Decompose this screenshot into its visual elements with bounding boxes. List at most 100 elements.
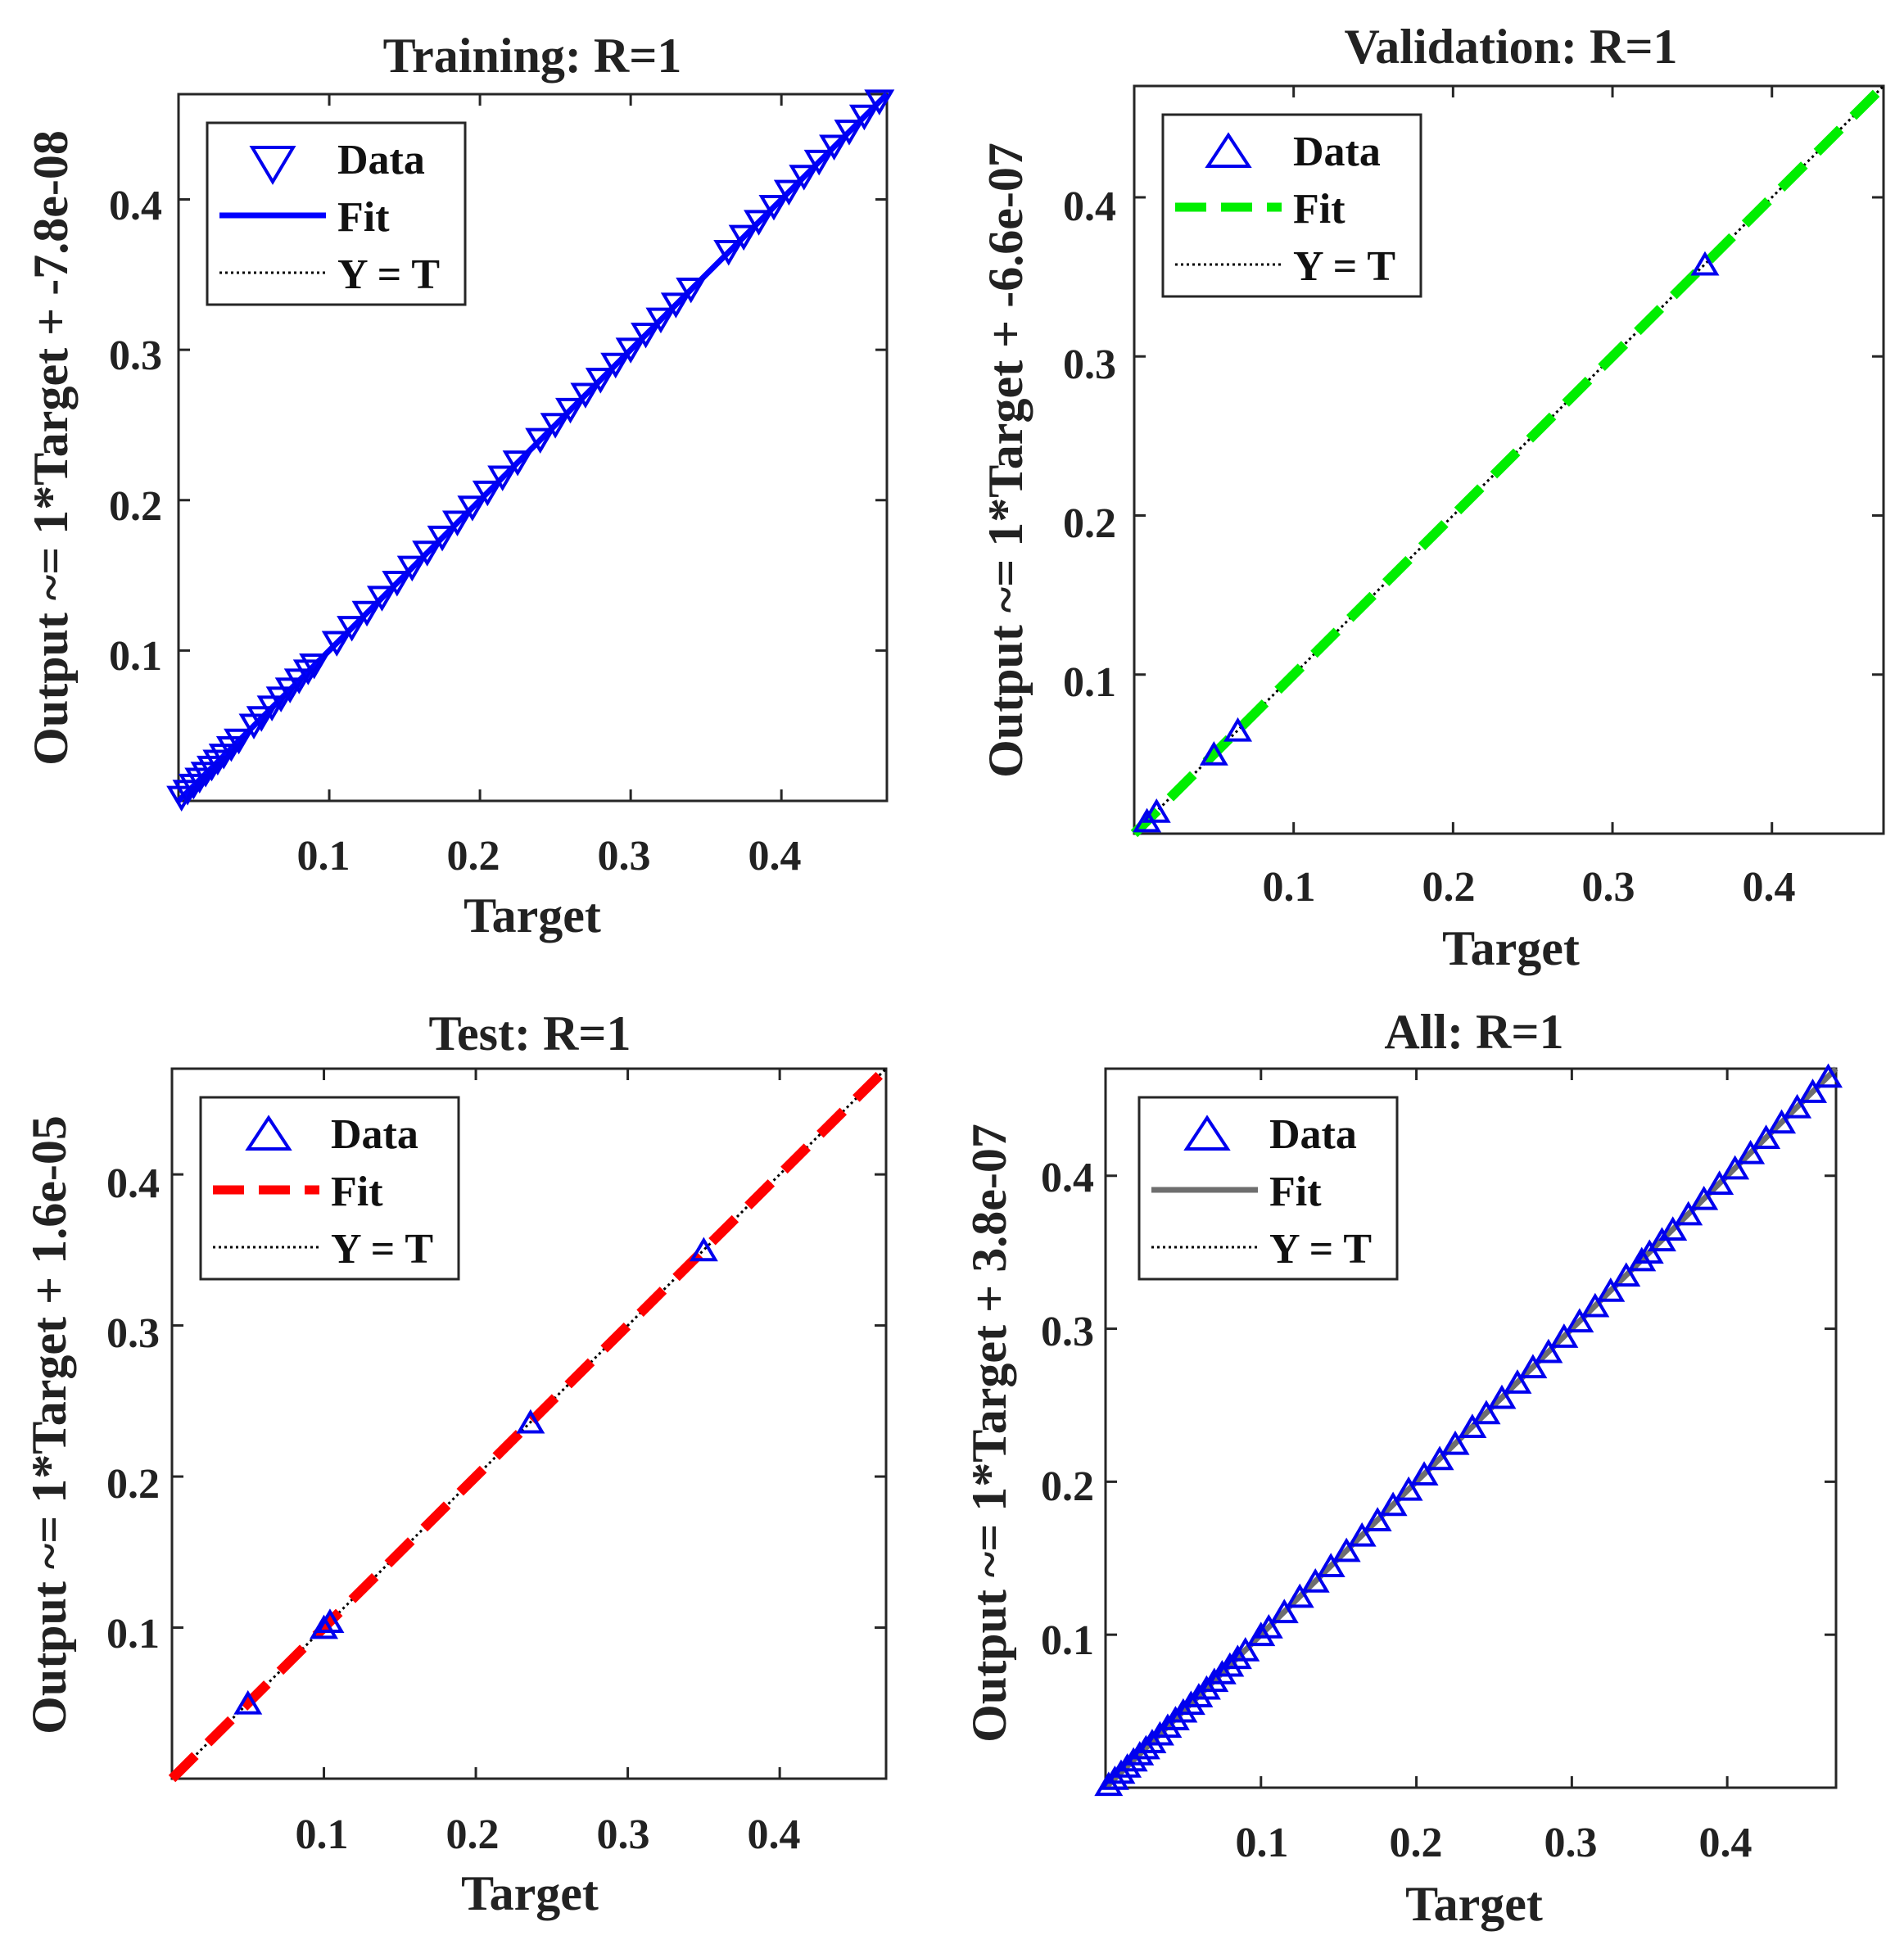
all-y-axis-label: Output ~= 1*Target + 3.8e-07 (962, 1124, 1016, 1743)
all-data-point (1160, 1706, 1190, 1730)
validation-legend-box (1161, 113, 1422, 298)
all-data-point (1394, 1476, 1423, 1501)
legend-data-marker-icon (1205, 132, 1252, 168)
training-data-point (337, 616, 368, 642)
training-data-point (412, 540, 443, 567)
test-y-tick-label: 0.3 (106, 1310, 160, 1357)
validation-marks (1130, 82, 1888, 838)
panel-training: Training: R=1 Target Output ~= 1*Target … (24, 29, 895, 943)
all-data-point (1767, 1109, 1797, 1134)
training-data-point (427, 525, 458, 552)
training-data-point (728, 224, 759, 251)
all-x-tick-label: 0.1 (1236, 1820, 1289, 1866)
training-x-tick-label: 0.3 (598, 833, 651, 880)
validation-y-tick-label: 0.2 (1063, 500, 1116, 547)
validation-legend: Data Fit Y = T (1161, 113, 1422, 298)
training-legend-identity-label: Y = T (337, 251, 440, 298)
training-data-point (773, 179, 804, 206)
test-y-tick-label: 0.4 (106, 1160, 160, 1207)
all-data-point (1192, 1675, 1221, 1700)
training-data-point (256, 695, 287, 721)
all-legend-identity-label: Y = T (1269, 1226, 1372, 1273)
all-data-point (1721, 1155, 1750, 1180)
validation-data-point (1199, 741, 1228, 766)
validation-y-axis-label: Output ~= 1*Target + -6.6e-07 (979, 142, 1033, 778)
validation-legend-data-label: Data (1293, 129, 1381, 175)
training-legend: Data Fit Y = T (206, 121, 467, 306)
all-data-point (1472, 1400, 1501, 1425)
training-data-point (366, 586, 397, 612)
test-x-tick-label: 0.4 (748, 1811, 801, 1858)
all-legend-fit-label: Fit (1269, 1169, 1322, 1215)
training-data-point (190, 762, 221, 788)
all-data-point (1378, 1491, 1408, 1517)
training-x-axis-label: Target (464, 889, 601, 943)
training-legend-fit-label: Fit (337, 194, 390, 241)
panel-test: Test: R=1 Target Output ~= 1*Target + 1.… (22, 1006, 890, 1920)
training-data-point (502, 450, 533, 477)
training-data-point (570, 382, 601, 409)
all-data-point (1581, 1292, 1610, 1318)
all-data-point (1363, 1507, 1392, 1531)
test-data-point (310, 1614, 339, 1639)
legend-data-marker-icon (249, 146, 296, 185)
training-data-point (525, 427, 556, 454)
training-data-point (555, 397, 586, 424)
all-data-point (1518, 1354, 1548, 1379)
training-legend-data-label: Data (337, 137, 425, 183)
training-data-point (744, 210, 775, 236)
validation-y-tick-label: 0.4 (1063, 183, 1116, 230)
all-data-point (1503, 1369, 1532, 1394)
all-data-point (1549, 1323, 1579, 1348)
training-data-point (600, 352, 631, 379)
training-data-point (789, 165, 820, 191)
training-data-point (299, 653, 330, 680)
legend-data-marker-icon (245, 1115, 292, 1151)
all-legend-data-label: Data (1269, 1111, 1357, 1158)
training-data-point (758, 194, 789, 221)
legend-data-marker-icon (1183, 1115, 1231, 1151)
test-y-tick-label: 0.1 (106, 1611, 160, 1657)
test-legend-fit-label: Fit (331, 1169, 383, 1215)
all-data-point (1347, 1522, 1377, 1547)
validation-y-tick-label: 0.3 (1063, 341, 1116, 388)
all-data-point (1736, 1139, 1766, 1164)
all-y-tick-label: 0.2 (1041, 1463, 1094, 1510)
training-data-point (803, 149, 834, 176)
training-y-tick-label: 0.1 (109, 633, 162, 680)
training-data-point (246, 706, 277, 732)
all-data-point (1254, 1614, 1283, 1639)
all-data-point (1798, 1079, 1828, 1103)
test-x-tick-label: 0.1 (296, 1811, 349, 1858)
training-data-point (834, 120, 865, 146)
training-y-tick-label: 0.2 (109, 483, 162, 530)
validation-legend-fit-label: Fit (1293, 186, 1345, 233)
test-x-axis-label: Target (461, 1866, 599, 1920)
training-data-point (585, 368, 616, 394)
test-data-point (315, 1608, 345, 1634)
training-y-tick-label: 0.3 (109, 332, 162, 379)
all-data-point (1176, 1690, 1205, 1716)
test-legend-data-label: Data (331, 1111, 418, 1158)
all-data-point (1425, 1445, 1454, 1471)
all-data-point (1184, 1683, 1214, 1707)
all-data-point (1487, 1384, 1517, 1409)
all-data-point (1285, 1583, 1314, 1608)
test-y-axis-label: Output ~= 1*Target + 1.6e-05 (22, 1115, 76, 1734)
all-data-point (1231, 1637, 1260, 1662)
training-data-point (283, 668, 314, 694)
training-data-point (713, 240, 744, 266)
training-data-point (292, 659, 323, 685)
training-data-point (172, 780, 203, 806)
all-data-point (1119, 1747, 1148, 1772)
all-data-point (1458, 1413, 1487, 1439)
all-data-point (1246, 1621, 1276, 1647)
all-data-point (1534, 1338, 1563, 1363)
training-data-point (645, 307, 676, 334)
all-data-point (1094, 1771, 1124, 1797)
panel-all: All: R=1 Target Output ~= 1*Target + 3.8… (962, 1005, 1843, 1931)
training-x-tick-label: 0.1 (297, 833, 350, 880)
all-data-point (1113, 1753, 1142, 1778)
training-data-point (382, 571, 413, 597)
